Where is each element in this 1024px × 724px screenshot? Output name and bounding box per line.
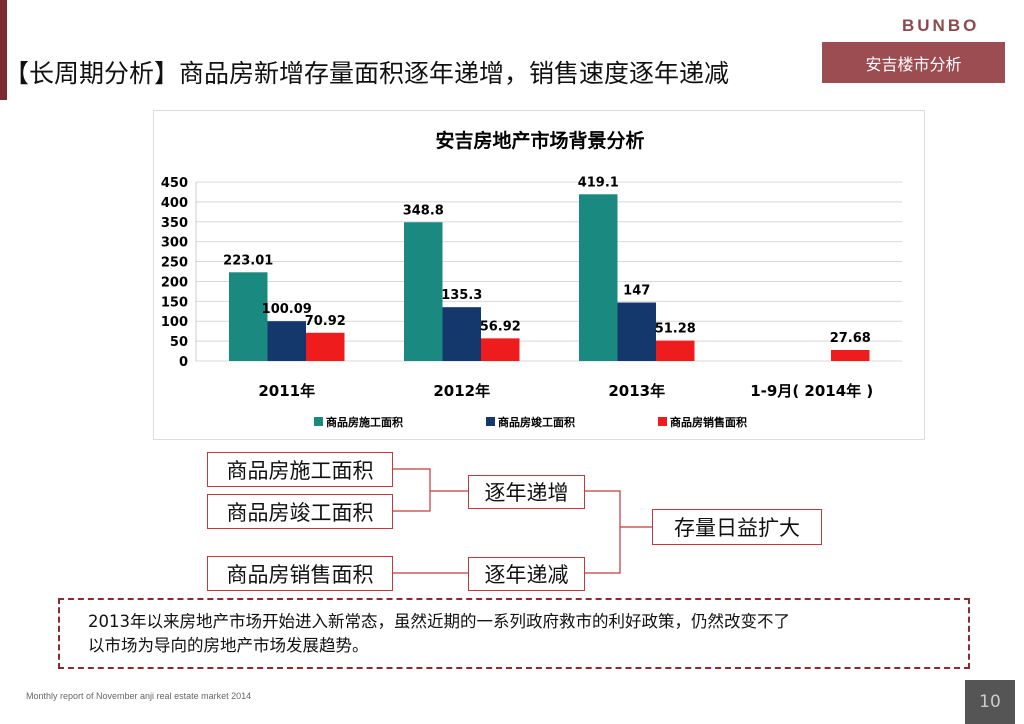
- x-tick-label: 2011年: [258, 382, 315, 400]
- box-completion-area: 商品房竣工面积: [207, 494, 393, 529]
- y-tick-label: 200: [161, 275, 188, 290]
- box-decrease: 逐年递减: [468, 557, 585, 591]
- data-label: 419.1: [578, 175, 619, 190]
- bar: [481, 338, 520, 361]
- legend-label: 商品房施工面积: [326, 415, 403, 429]
- y-tick-label: 0: [179, 355, 188, 370]
- y-tick-label: 150: [161, 295, 188, 310]
- chart-container: 安吉房地产市场背景分析 0 50 100 150 200 250 300 350 400 450 2…: [153, 110, 925, 440]
- legend-label: 商品房竣工面积: [498, 415, 575, 429]
- y-tick-label: 250: [161, 256, 188, 271]
- x-tick-label: 2013年: [608, 382, 665, 400]
- page-title: 【长周期分析】商品房新增存量面积逐年递增，销售速度逐年递减: [4, 59, 730, 88]
- box-conclusion: 存量日益扩大: [652, 509, 822, 545]
- y-tick-label: 450: [161, 176, 188, 191]
- box-increase: 逐年递增: [468, 475, 585, 509]
- bar: [404, 222, 443, 361]
- data-label: 56.92: [480, 319, 521, 334]
- x-tick-label: 1-9月( 2014年 ): [750, 382, 873, 400]
- bar: [656, 340, 695, 361]
- footer-text: Monthly report of November anji real est…: [26, 691, 252, 701]
- bunbo-logo: BUNBO: [902, 16, 980, 35]
- data-label: 51.28: [655, 322, 696, 337]
- note-box: 2013年以来房地产市场开始进入新常态，虽然近期的一系列政府救市的利好政策，仍然…: [58, 598, 970, 669]
- bar: [579, 194, 618, 361]
- box-construction-area: 商品房施工面积: [207, 452, 393, 487]
- note-line-1: 2013年以来房地产市场开始进入新常态，虽然近期的一系列政府救市的利好政策，仍然…: [88, 612, 790, 631]
- page-number: 10: [965, 680, 1015, 724]
- data-label: 223.01: [223, 253, 273, 268]
- bar: [442, 307, 481, 361]
- y-tick-label: 100: [161, 315, 188, 330]
- x-tick-label: 2012年: [433, 382, 490, 400]
- chart-title: 安吉房地产市场背景分析: [435, 129, 644, 152]
- section-tag: 安吉楼市分析: [822, 42, 1005, 83]
- data-label: 147: [623, 284, 650, 299]
- bar-chart: 安吉房地产市场背景分析 0 50 100 150 200 250 300 350 400 450 2…: [161, 129, 902, 429]
- data-label: 348.8: [403, 203, 444, 218]
- bar: [617, 302, 656, 361]
- legend-swatch: [658, 417, 667, 426]
- bar: [229, 272, 268, 361]
- data-label: 100.09: [262, 302, 312, 317]
- bar: [831, 349, 870, 361]
- note-line-2: 以市场为导向的房地产市场发展趋势。: [88, 636, 369, 655]
- box-sales-area: 商品房销售面积: [207, 556, 393, 591]
- data-label: 70.92: [305, 314, 346, 329]
- y-tick-label: 300: [161, 236, 188, 251]
- bar: [306, 332, 345, 361]
- legend-label: 商品房销售面积: [670, 415, 747, 429]
- left-accent-bar: [0, 0, 7, 100]
- y-tick-label: 50: [170, 335, 188, 350]
- legend-swatch: [314, 417, 323, 426]
- y-tick-label: 400: [161, 196, 188, 211]
- y-tick-label: 350: [161, 216, 188, 231]
- data-label: 135.3: [441, 288, 482, 303]
- data-label: 27.68: [830, 331, 871, 346]
- bar: [267, 321, 306, 361]
- legend-swatch: [486, 417, 495, 426]
